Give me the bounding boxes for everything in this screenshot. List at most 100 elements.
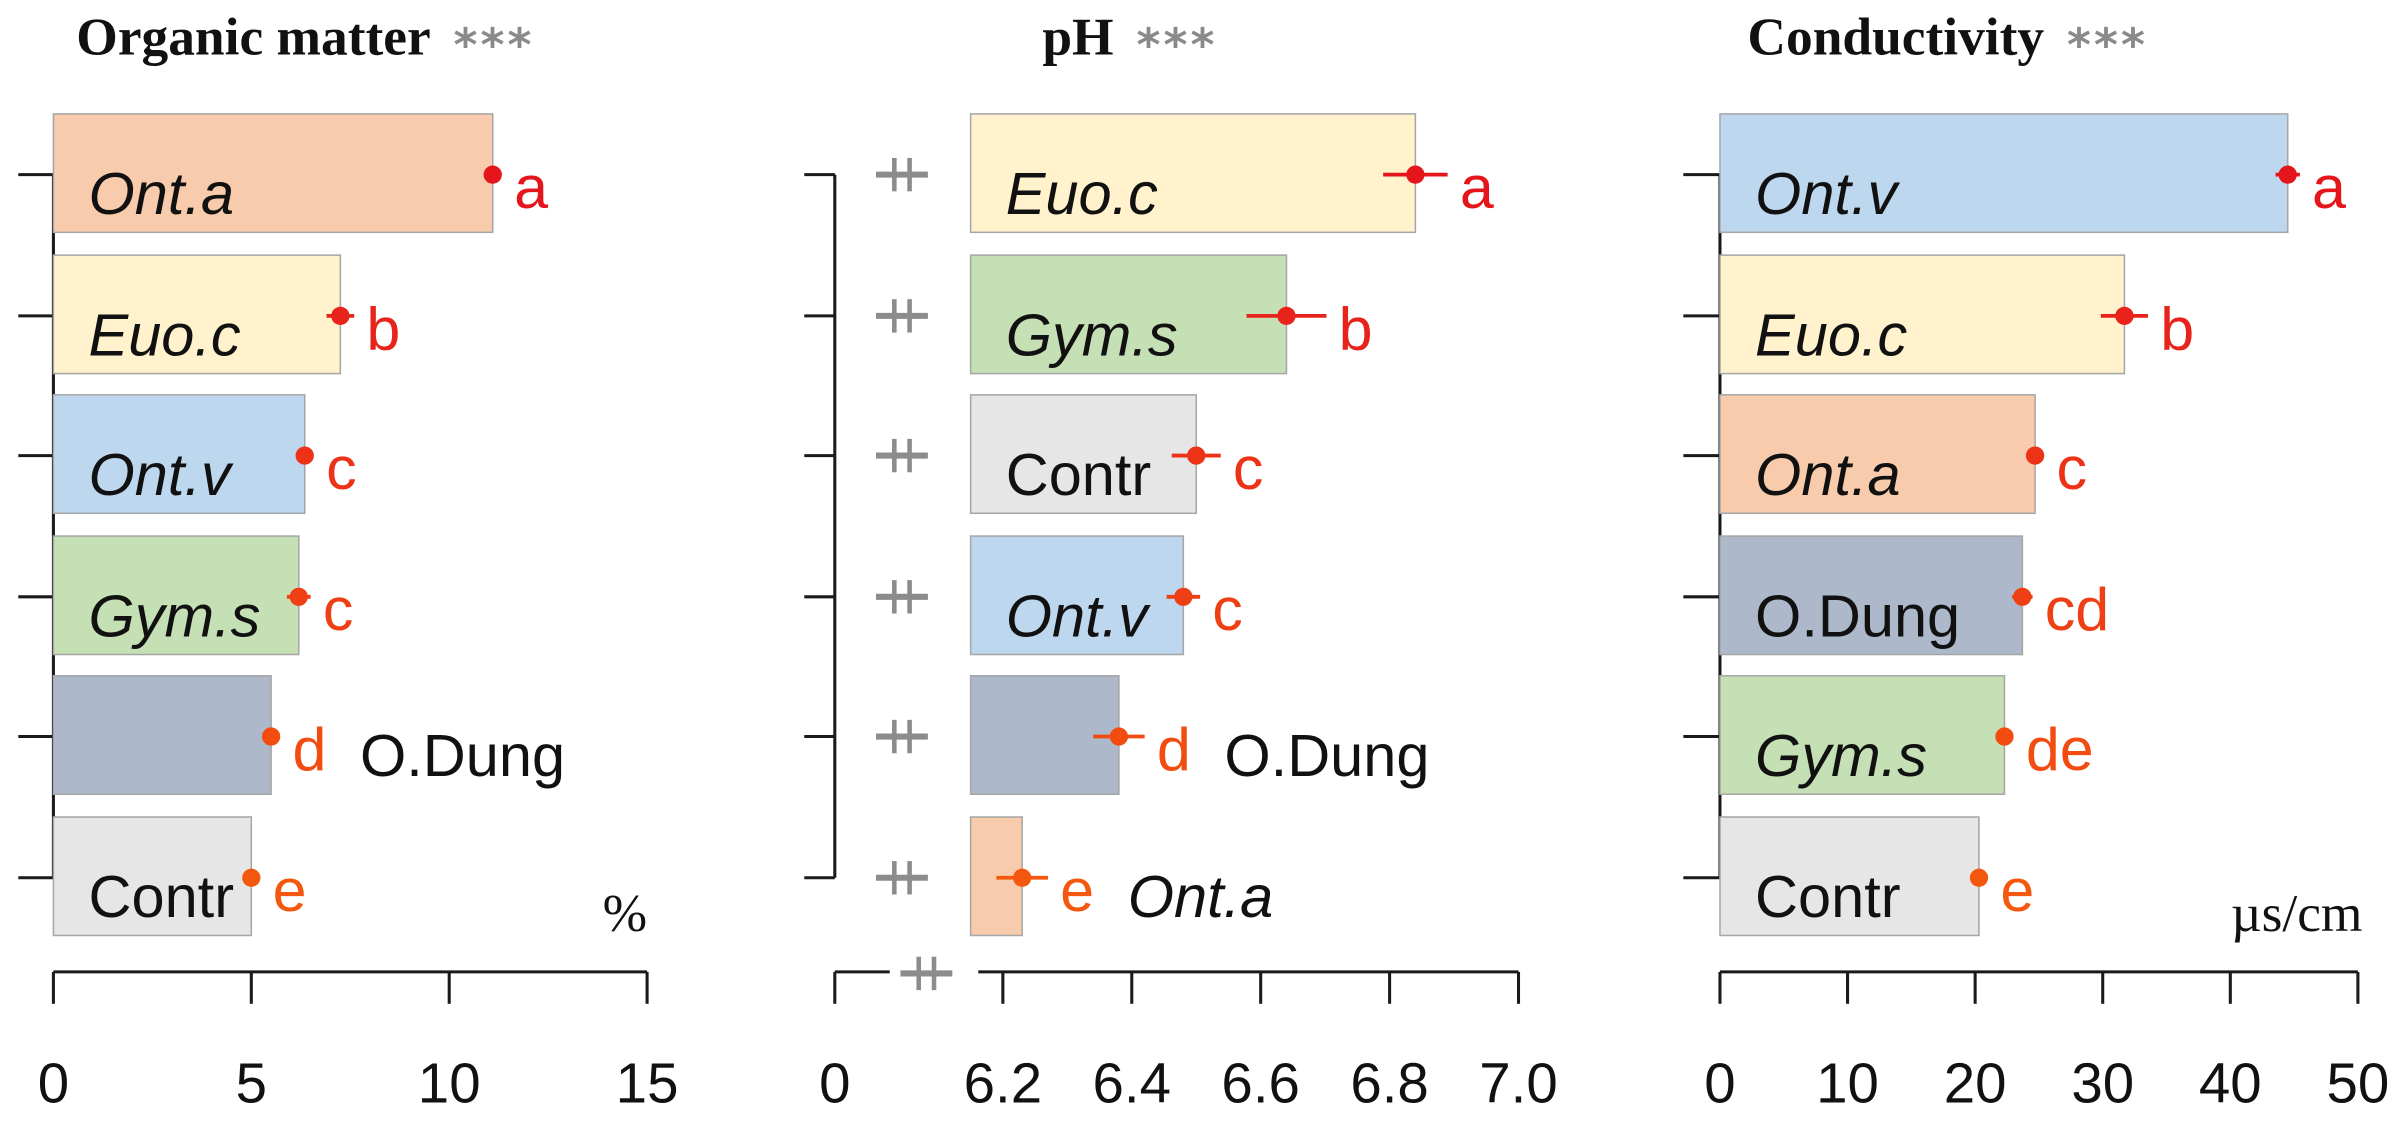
- bar-label-contr: Contr: [1006, 441, 1152, 508]
- mean-point-ont-a: [2025, 446, 2045, 465]
- bar-label-o-dung: O.Dung: [360, 722, 565, 789]
- x-tick-label: 15: [616, 1052, 679, 1115]
- x-axis: 0 6.2 6.4 6.6 6.8 7.0: [819, 956, 1558, 1115]
- bar-group-ont-a: e Ont.a: [876, 816, 1273, 937]
- bar-group-ont-v: c Ont.v: [876, 535, 1243, 656]
- bar-group-o-dung: cd O.Dung: [1719, 535, 2109, 656]
- bar-group-contr: e Contr: [52, 816, 307, 937]
- bar-group-ont-a: a Ont.a: [52, 113, 548, 234]
- x-axis-break-mark: [900, 956, 953, 991]
- bar-group-ont-v: a Ont.v: [1719, 113, 2346, 234]
- bar-group-euo-c: b Euo.c: [1719, 254, 2194, 375]
- bar-label-ont-v: Ont.v: [1755, 160, 1901, 227]
- group-letter-ont-a: c: [2056, 434, 2087, 502]
- bar-ont-a: [52, 113, 494, 234]
- bar-label-o-dung: O.Dung: [1755, 582, 1960, 649]
- mean-point-ont-v: [1174, 587, 1193, 606]
- mean-point-contr: [242, 868, 261, 887]
- x-axis: 0 5 10 15: [38, 970, 679, 1115]
- group-letter-o-dung: cd: [2045, 575, 2109, 643]
- x-tick-label: 50: [2327, 1052, 2390, 1115]
- bar-ont-v: [1719, 113, 2289, 234]
- bar-group-contr: c Contr: [876, 394, 1264, 515]
- x-tick-label: 6.6: [1221, 1052, 1299, 1115]
- bar-label-euo-c: Euo.c: [1006, 160, 1158, 227]
- panel-title: pH: [1042, 8, 1113, 67]
- bar-group-gym-s: de Gym.s: [1719, 675, 2094, 795]
- group-letter-ont-v: a: [2312, 153, 2346, 221]
- x-tick-label: 20: [1944, 1052, 2007, 1115]
- bar-label-euo-c: Euo.c: [1755, 301, 1907, 368]
- bar-euo-c: [1719, 254, 2126, 375]
- mean-point-euo-c: [2115, 306, 2134, 325]
- group-letter-contr: e: [2000, 856, 2034, 924]
- group-letter-contr: e: [273, 856, 307, 924]
- group-letter-gym-s: b: [1339, 294, 1373, 362]
- bar-group-contr: e Contr: [1719, 816, 2034, 937]
- bar-euo-c: [52, 254, 342, 375]
- x-tick-label: 7.0: [1479, 1052, 1557, 1115]
- group-letter-ont-a: a: [514, 153, 548, 221]
- x-tick-label: 10: [418, 1052, 481, 1115]
- bar-label-o-dung: O.Dung: [1224, 722, 1429, 789]
- bar-gym-s: [52, 535, 300, 656]
- y-axis: [804, 173, 837, 880]
- group-letter-gym-s: c: [323, 575, 354, 643]
- significance-stars: ***: [1136, 19, 1217, 72]
- bar-label-ont-v: Ont.v: [1006, 582, 1152, 649]
- bar-group-ont-a: c Ont.a: [1719, 394, 2087, 515]
- bar-contr: [1719, 816, 1980, 937]
- panel-conductivity: Conductivity *** a Ont.v b Euo.c c Ont.a cd O.Dun…: [1683, 8, 2390, 1115]
- group-letter-o-dung: d: [292, 715, 326, 783]
- mean-point-contr: [1969, 868, 1989, 887]
- bar-ont-a: [1719, 394, 2036, 515]
- bar-label-contr: Contr: [89, 863, 235, 930]
- bar-ont-v: [969, 535, 1185, 656]
- bar-break-mark: [876, 299, 928, 333]
- unit-label: µs/cm: [2231, 884, 2363, 943]
- bar-group-gym-s: b Gym.s: [876, 254, 1373, 375]
- bar-label-gym-s: Gym.s: [1006, 301, 1178, 368]
- bar-group-o-dung: d O.Dung: [876, 675, 1429, 795]
- x-tick-label: 0: [1704, 1052, 1735, 1115]
- bar-break-mark: [876, 719, 928, 754]
- panel-title: Conductivity: [1747, 8, 2044, 67]
- bar-label-euo-c: Euo.c: [89, 301, 241, 368]
- mean-point-contr: [1187, 446, 1206, 465]
- significance-stars: ***: [454, 19, 535, 72]
- bar-ont-v: [52, 394, 306, 515]
- x-tick-label: 30: [2071, 1052, 2134, 1115]
- mean-point-euo-c: [331, 306, 350, 325]
- bar-group-ont-v: c Ont.v: [52, 394, 357, 515]
- bar-label-ont-a: Ont.a: [1755, 441, 1901, 508]
- group-letter-euo-c: a: [1460, 153, 1494, 221]
- panel-title: Organic matter: [76, 8, 430, 67]
- bar-group-gym-s: c Gym.s: [52, 535, 354, 656]
- mean-point-gym-s: [1277, 306, 1296, 325]
- mean-point-ont-a: [1013, 868, 1032, 887]
- bar-group-euo-c: b Euo.c: [52, 254, 400, 375]
- mean-point-ont-a: [483, 165, 502, 184]
- bar-gym-s: [1719, 675, 2006, 795]
- x-tick-label: 5: [236, 1052, 267, 1115]
- group-letter-ont-a: e: [1060, 856, 1094, 924]
- group-letter-euo-c: b: [2160, 294, 2194, 362]
- group-letter-ont-v: c: [1212, 575, 1243, 643]
- bar-label-ont-v: Ont.v: [89, 441, 235, 508]
- bar-break-mark: [876, 157, 928, 192]
- x-tick-label: 0: [38, 1052, 69, 1115]
- mean-point-gym-s: [1995, 727, 2014, 746]
- bar-gym-s: [969, 254, 1288, 375]
- bar-o-dung: [1719, 535, 2024, 656]
- bar-label-gym-s: Gym.s: [1755, 722, 1927, 789]
- unit-label: %: [603, 884, 647, 943]
- bar-break-mark: [876, 580, 928, 614]
- x-tick-label: 6.4: [1093, 1052, 1171, 1115]
- group-letter-contr: c: [1233, 434, 1264, 502]
- group-letter-euo-c: b: [366, 294, 400, 362]
- x-tick-label: 0: [819, 1052, 850, 1115]
- mean-point-ont-v: [2278, 165, 2297, 184]
